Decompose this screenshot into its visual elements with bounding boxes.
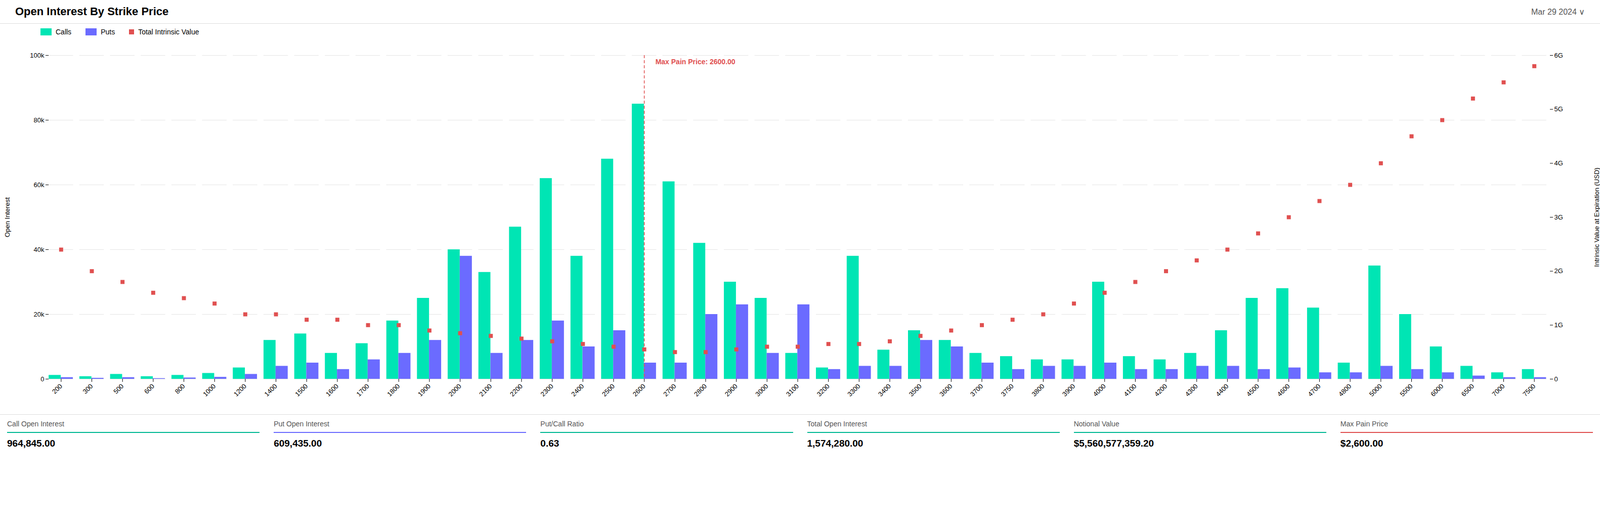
- svg-text:3700: 3700: [968, 382, 985, 399]
- svg-text:100k: 100k: [29, 51, 45, 60]
- svg-text:800: 800: [173, 382, 187, 396]
- svg-text:3400: 3400: [876, 382, 893, 399]
- html-text:Open Interest By Strike Price: Open Interest By Strike Price: [15, 5, 169, 18]
- svg-text:2600: 2600: [631, 382, 647, 399]
- svg-text:2400: 2400: [569, 382, 586, 399]
- html-text:Notional Value: Notional Value: [1073, 419, 1120, 428]
- svg-text:1900: 1900: [416, 382, 432, 399]
- svg-text:2000: 2000: [447, 382, 463, 399]
- html-text:Call Open Interest: Call Open Interest: [7, 419, 65, 428]
- svg-text:3750: 3750: [999, 382, 1016, 399]
- svg-text:2900: 2900: [723, 382, 740, 399]
- svg-text:1800: 1800: [385, 382, 402, 399]
- svg-text:6500: 6500: [1459, 382, 1476, 399]
- html-text:Puts: Puts: [100, 27, 115, 36]
- svg-text:4300: 4300: [1183, 382, 1200, 399]
- svg-text:2G: 2G: [1554, 267, 1564, 275]
- svg-text:Intrinsic Value at Expiration: Intrinsic Value at Expiration (USD): [1592, 167, 1600, 267]
- svg-text:200: 200: [50, 382, 64, 396]
- svg-text:0: 0: [1554, 375, 1559, 383]
- svg-text:3800: 3800: [1029, 382, 1046, 399]
- html-text:Max Pain Price: Max Pain Price: [1340, 419, 1389, 428]
- html-text:$5,560,577,359.20: $5,560,577,359.20: [1073, 438, 1154, 449]
- svg-text:5500: 5500: [1398, 382, 1414, 399]
- html-text:$2,600.00: $2,600.00: [1340, 438, 1384, 449]
- svg-text:4600: 4600: [1275, 382, 1292, 399]
- html-text:609,435.00: 609,435.00: [273, 438, 322, 449]
- svg-text:4200: 4200: [1152, 382, 1169, 399]
- svg-text:5000: 5000: [1367, 382, 1384, 399]
- html-text:Total Intrinsic Value: Total Intrinsic Value: [138, 27, 200, 36]
- svg-text:600: 600: [142, 382, 156, 396]
- svg-text:4000: 4000: [1091, 382, 1108, 399]
- svg-text:4100: 4100: [1121, 382, 1138, 399]
- svg-text:500: 500: [111, 382, 125, 396]
- svg-text:Open Interest: Open Interest: [3, 197, 12, 238]
- svg-text:7500: 7500: [1521, 382, 1537, 399]
- html-text:Calls: Calls: [55, 27, 72, 36]
- html-text:Mar 29 2024 ∨: Mar 29 2024 ∨: [1531, 7, 1585, 16]
- svg-text:20k: 20k: [33, 310, 45, 319]
- svg-text:4500: 4500: [1244, 382, 1261, 399]
- svg-text:4400: 4400: [1214, 382, 1230, 399]
- svg-text:2500: 2500: [600, 382, 617, 399]
- svg-text:2800: 2800: [692, 382, 709, 399]
- svg-text:0: 0: [40, 375, 45, 383]
- svg-text:3500: 3500: [907, 382, 924, 399]
- html-text:964,845.00: 964,845.00: [7, 438, 56, 449]
- svg-text:60k: 60k: [33, 181, 45, 189]
- svg-text:3200: 3200: [815, 382, 832, 399]
- svg-text:3600: 3600: [937, 382, 954, 399]
- svg-text:4G: 4G: [1554, 159, 1564, 167]
- html-text:Put Open Interest: Put Open Interest: [273, 419, 330, 428]
- svg-text:2100: 2100: [477, 382, 494, 399]
- svg-text:6G: 6G: [1554, 51, 1564, 60]
- svg-text:5G: 5G: [1554, 105, 1564, 113]
- svg-text:1500: 1500: [293, 382, 310, 399]
- svg-text:4800: 4800: [1336, 382, 1353, 399]
- svg-text:Max Pain Price: 2600.00: Max Pain Price: 2600.00: [655, 57, 736, 66]
- svg-text:2300: 2300: [539, 382, 555, 399]
- svg-text:3000: 3000: [753, 382, 770, 399]
- svg-text:1200: 1200: [232, 382, 248, 399]
- svg-text:2200: 2200: [508, 382, 525, 399]
- svg-text:300: 300: [81, 382, 95, 396]
- svg-text:4700: 4700: [1306, 382, 1322, 399]
- html-text:Put/Call Ratio: Put/Call Ratio: [540, 419, 584, 428]
- svg-text:40k: 40k: [33, 245, 45, 254]
- svg-text:3100: 3100: [784, 382, 801, 399]
- svg-text:1700: 1700: [355, 382, 371, 399]
- svg-text:3G: 3G: [1554, 213, 1564, 222]
- svg-text:1600: 1600: [324, 382, 340, 399]
- svg-text:1400: 1400: [263, 382, 279, 399]
- svg-text:2700: 2700: [661, 382, 678, 399]
- svg-text:3300: 3300: [845, 382, 862, 399]
- svg-text:6000: 6000: [1429, 382, 1445, 399]
- svg-text:1000: 1000: [201, 382, 218, 399]
- svg-text:3900: 3900: [1060, 382, 1077, 399]
- svg-text:1G: 1G: [1554, 321, 1564, 329]
- html-text:0.63: 0.63: [540, 438, 560, 449]
- svg-text:80k: 80k: [33, 116, 45, 124]
- html-text:1,574,280.00: 1,574,280.00: [807, 438, 864, 449]
- html-text:Total Open Interest: Total Open Interest: [807, 419, 867, 428]
- svg-text:7000: 7000: [1490, 382, 1506, 399]
